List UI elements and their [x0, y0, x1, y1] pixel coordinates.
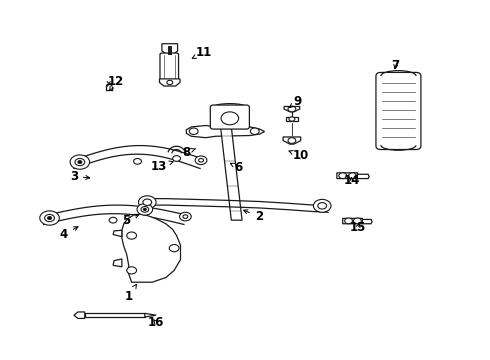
- Circle shape: [139, 196, 156, 209]
- Polygon shape: [113, 230, 122, 237]
- Polygon shape: [220, 127, 242, 220]
- FancyBboxPatch shape: [160, 53, 178, 80]
- Text: 16: 16: [148, 316, 164, 329]
- Circle shape: [353, 218, 361, 224]
- Circle shape: [288, 138, 296, 143]
- Text: 10: 10: [289, 149, 309, 162]
- Polygon shape: [286, 117, 298, 121]
- Polygon shape: [283, 137, 301, 144]
- FancyBboxPatch shape: [210, 105, 249, 129]
- Polygon shape: [122, 214, 180, 282]
- Polygon shape: [284, 107, 300, 112]
- Circle shape: [70, 155, 90, 169]
- Text: 3: 3: [70, 170, 90, 183]
- Polygon shape: [113, 259, 122, 267]
- Circle shape: [127, 267, 137, 274]
- Polygon shape: [145, 314, 156, 317]
- Circle shape: [250, 128, 259, 134]
- Circle shape: [109, 217, 117, 223]
- Polygon shape: [74, 312, 85, 319]
- Text: 11: 11: [192, 46, 212, 59]
- Circle shape: [48, 217, 51, 220]
- Text: 1: 1: [124, 284, 136, 303]
- Circle shape: [195, 156, 207, 165]
- Circle shape: [318, 203, 327, 209]
- Circle shape: [288, 106, 296, 112]
- Circle shape: [45, 215, 54, 222]
- Text: 4: 4: [60, 227, 78, 241]
- Circle shape: [172, 156, 180, 161]
- Circle shape: [344, 218, 352, 224]
- Circle shape: [348, 173, 356, 179]
- Circle shape: [40, 211, 59, 225]
- Polygon shape: [159, 79, 180, 86]
- Text: 5: 5: [122, 214, 139, 227]
- Text: 12: 12: [107, 75, 123, 91]
- Circle shape: [289, 117, 295, 121]
- Circle shape: [141, 207, 149, 212]
- Text: 2: 2: [244, 210, 263, 223]
- Polygon shape: [357, 174, 369, 179]
- Polygon shape: [337, 173, 358, 179]
- Text: 13: 13: [150, 160, 173, 173]
- Polygon shape: [162, 44, 177, 54]
- Text: 15: 15: [350, 221, 366, 234]
- Circle shape: [179, 212, 191, 221]
- Circle shape: [314, 199, 331, 212]
- Polygon shape: [343, 219, 363, 224]
- Polygon shape: [85, 314, 145, 317]
- Circle shape: [78, 161, 82, 163]
- Circle shape: [221, 112, 239, 125]
- Circle shape: [144, 208, 147, 211]
- Circle shape: [75, 158, 85, 166]
- FancyBboxPatch shape: [376, 72, 421, 149]
- Circle shape: [134, 158, 142, 164]
- Circle shape: [167, 80, 172, 85]
- Circle shape: [183, 215, 188, 219]
- Polygon shape: [362, 220, 372, 224]
- Text: 14: 14: [343, 174, 360, 187]
- Text: 9: 9: [290, 95, 301, 108]
- Text: 8: 8: [182, 145, 196, 158]
- Circle shape: [189, 128, 198, 134]
- Circle shape: [339, 173, 346, 179]
- Text: 7: 7: [392, 59, 400, 72]
- Polygon shape: [186, 126, 265, 138]
- Circle shape: [127, 232, 137, 239]
- Circle shape: [169, 244, 179, 252]
- Text: 6: 6: [230, 161, 243, 174]
- Circle shape: [143, 199, 152, 206]
- Circle shape: [198, 158, 203, 162]
- Circle shape: [137, 204, 153, 215]
